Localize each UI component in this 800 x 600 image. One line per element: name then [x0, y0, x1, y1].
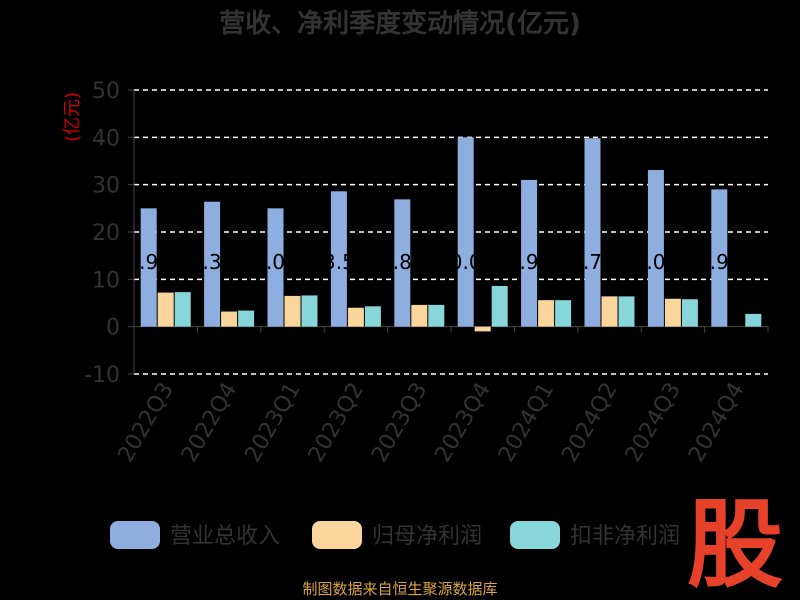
legend-label: 营业总收入 — [170, 524, 280, 549]
bar-扣非净利润 — [618, 296, 635, 327]
bar-归母净利润 — [538, 300, 555, 327]
y-tick-label: -10 — [84, 363, 120, 388]
bar-归母净利润 — [411, 304, 428, 327]
bar-营业总收入 — [204, 201, 221, 327]
bar-扣非净利润 — [681, 299, 698, 327]
data-label: .0 — [646, 250, 665, 274]
bar-营业总收入 — [711, 189, 728, 327]
bar-扣非净利润 — [428, 304, 445, 327]
x-tick-label: 2022Q3 — [114, 379, 179, 467]
data-label: .9 — [520, 250, 539, 274]
y-tick-label: 10 — [92, 268, 120, 293]
bar-归母净利润 — [664, 298, 681, 327]
data-label: .8 — [393, 250, 412, 274]
bar-扣非净利润 — [174, 292, 191, 327]
bar-扣非净利润 — [301, 295, 318, 327]
x-tick-label: 2022Q4 — [177, 379, 242, 467]
bar-扣非净利润 — [364, 306, 381, 327]
data-label: .3 — [203, 250, 222, 274]
bar-归母净利润 — [221, 311, 238, 327]
x-tick-label: 2024Q1 — [494, 379, 559, 467]
bar-扣非净利润 — [491, 285, 508, 327]
data-label: .7 — [583, 250, 602, 274]
bar-营业总收入 — [394, 199, 411, 327]
bar-layer — [140, 137, 762, 332]
legend-label: 归母净利润 — [372, 524, 482, 549]
legend-swatch — [110, 521, 160, 549]
data-label: .9 — [139, 250, 158, 274]
bar-归母净利润 — [474, 326, 491, 332]
bar-营业总收入 — [330, 191, 347, 327]
data-label: 3.5 — [323, 250, 355, 274]
x-tick-label: 2024Q2 — [557, 379, 622, 467]
bar-营业总收入 — [521, 179, 538, 327]
y-tick-label: 50 — [92, 79, 120, 104]
bar-营业总收入 — [140, 208, 157, 327]
y-tick-label: 0 — [106, 316, 120, 341]
x-tick-label: 2023Q1 — [240, 379, 305, 467]
x-tick-label: 2023Q4 — [431, 379, 496, 467]
x-tick-label: 2023Q2 — [304, 379, 369, 467]
bar-营业总收入 — [647, 169, 664, 327]
legend: 营业总收入 归母净利润 扣非净利润 — [110, 521, 680, 549]
label-layer: .9 .3 .0 3.5 .8 0.0 .9 .7 .0 .9 — [139, 250, 729, 274]
x-tick-label: 2024Q4 — [684, 379, 749, 467]
y-axis-unit: (亿元) — [62, 92, 83, 142]
y-tick-label: 20 — [92, 221, 120, 246]
y-tick-label: 40 — [92, 126, 120, 151]
source-note: 制图数据来自恒生聚源数据库 — [302, 580, 497, 598]
grid-layer — [134, 89, 768, 375]
bar-归母净利润 — [601, 296, 618, 327]
data-label: 0.0 — [450, 250, 482, 274]
bar-归母净利润 — [347, 307, 364, 327]
x-tick-label: 2024Q3 — [621, 379, 686, 467]
data-label: .0 — [266, 250, 285, 274]
bar-扣非净利润 — [555, 300, 572, 327]
bar-扣非净利润 — [745, 313, 762, 327]
chart-title: 营收、净利季度变动情况(亿元) — [219, 8, 581, 39]
bar-营业总收入 — [267, 208, 284, 327]
legend-swatch — [510, 521, 560, 549]
data-label: .9 — [710, 250, 729, 274]
bar-归母净利润 — [157, 292, 174, 327]
watermark-logo: 股 — [687, 489, 783, 600]
y-tick-label: 30 — [92, 174, 120, 199]
bar-归母净利润 — [284, 295, 301, 327]
bar-营业总收入 — [457, 137, 474, 327]
legend-swatch — [312, 521, 362, 549]
x-tick-label: 2023Q3 — [367, 379, 432, 467]
bar-扣非净利润 — [238, 310, 255, 327]
bar-营业总收入 — [584, 138, 601, 327]
legend-label: 扣非净利润 — [570, 524, 680, 549]
